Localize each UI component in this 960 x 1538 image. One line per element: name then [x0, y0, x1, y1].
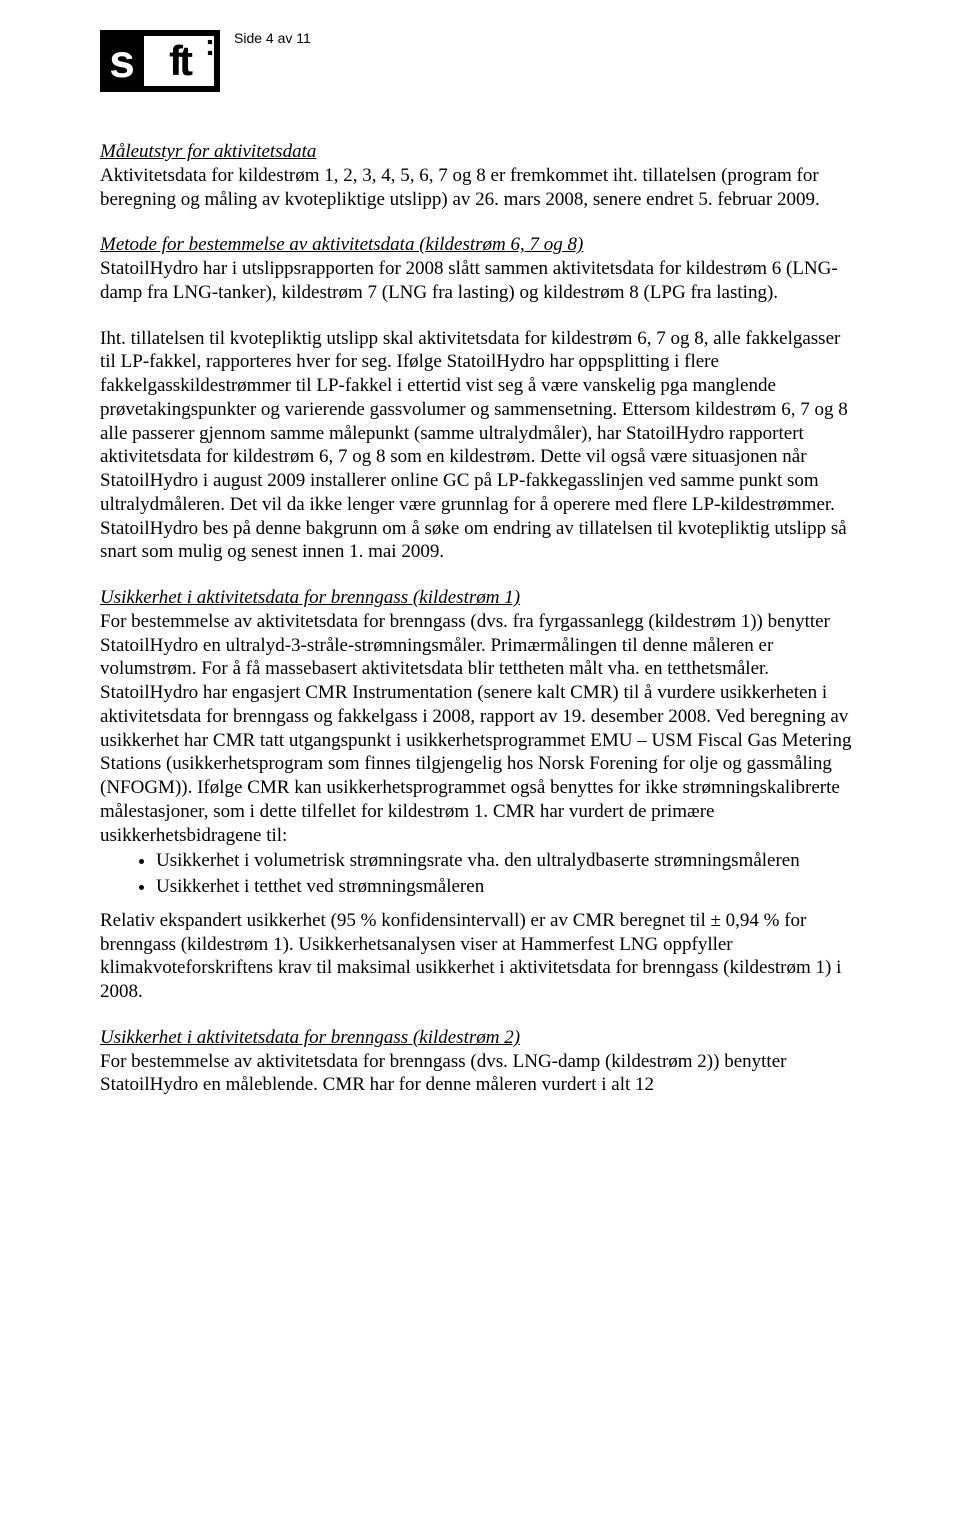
- section-4: Usikkerhet i aktivitetsdata for brenngas…: [100, 1026, 860, 1097]
- section-1-title: Måleutstyr for aktivitetsdata: [100, 141, 316, 162]
- logo-s-text: s: [109, 38, 135, 84]
- list-item: Usikkerhet i tetthet ved strømningsmåler…: [156, 875, 860, 899]
- section-3-bullets: Usikkerhet i volumetrisk strømningsrate …: [100, 849, 860, 899]
- section-1: Måleutstyr for aktivitetsdata Aktivitets…: [100, 140, 860, 211]
- section-3a: Usikkerhet i aktivitetsdata for brenngas…: [100, 586, 860, 847]
- section-2-title: Metode for bestemmelse av aktivitetsdata…: [100, 234, 583, 255]
- logo-colon: :: [205, 38, 215, 55]
- section-3-title: Usikkerhet i aktivitetsdata for brenngas…: [100, 587, 520, 608]
- section-2b: Iht. tillatelsen til kvotepliktig utslip…: [100, 327, 860, 565]
- section-3-body: For bestemmelse av aktivitetsdata for br…: [100, 611, 851, 846]
- section-4-title: Usikkerhet i aktivitetsdata for brenngas…: [100, 1027, 520, 1048]
- sft-logo: s ft :: [100, 30, 220, 92]
- section-2-body2: Iht. tillatelsen til kvotepliktig utslip…: [100, 328, 848, 563]
- page-number: Side 4 av 11: [234, 30, 311, 48]
- section-3b: Relativ ekspandert usikkerhet (95 % konf…: [100, 909, 860, 1004]
- logo-s-block: s: [100, 30, 144, 92]
- section-2-body1: StatoilHydro har i utslippsrapporten for…: [100, 258, 838, 303]
- section-3-body2: Relativ ekspandert usikkerhet (95 % konf…: [100, 910, 841, 1002]
- section-4-body: For bestemmelse av aktivitetsdata for br…: [100, 1051, 786, 1096]
- section-1-body: Aktivitetsdata for kildestrøm 1, 2, 3, 4…: [100, 165, 820, 210]
- page-header: s ft : Side 4 av 11: [100, 30, 860, 92]
- logo-ft-text: ft: [169, 40, 189, 82]
- logo-ft-block: ft :: [144, 30, 220, 92]
- document-page: s ft : Side 4 av 11 Måleutstyr for aktiv…: [0, 0, 960, 1538]
- list-item: Usikkerhet i volumetrisk strømningsrate …: [156, 849, 860, 873]
- section-2a: Metode for bestemmelse av aktivitetsdata…: [100, 233, 860, 304]
